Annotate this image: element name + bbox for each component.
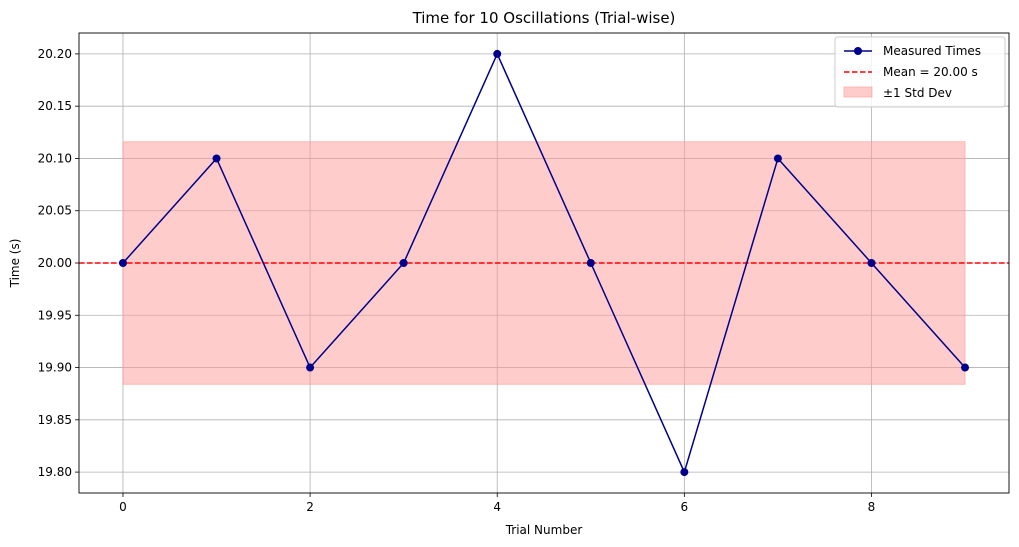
x-tick-label: 2 xyxy=(306,500,314,514)
x-tick-label: 6 xyxy=(681,500,689,514)
x-axis-label: Trial Number xyxy=(505,523,583,537)
series-line-measured-times xyxy=(122,52,966,475)
x-tick-label: 8 xyxy=(868,500,876,514)
legend-marker-measured-times xyxy=(854,47,862,55)
x-tick-label: 0 xyxy=(119,500,127,514)
data-point xyxy=(867,259,876,267)
y-tick-label: 19.95 xyxy=(38,308,72,322)
y-tick-label: 19.90 xyxy=(38,361,72,375)
data-point xyxy=(212,154,221,163)
legend-label-measured-times: Measured Times xyxy=(883,44,981,58)
legend: Measured Times Mean = 20.00 s ±1 Std Dev xyxy=(834,36,1006,108)
y-tick-label: 20.10 xyxy=(38,151,72,165)
y-axis-label: Time (s) xyxy=(8,239,22,289)
y-tick-label: 20.05 xyxy=(38,204,72,218)
y-tick-label: 19.85 xyxy=(38,413,72,427)
series-layer xyxy=(118,49,970,477)
y-tick-label: 20.00 xyxy=(38,256,72,270)
x-tick-label: 4 xyxy=(493,500,501,514)
legend-box xyxy=(834,36,1006,108)
legend-swatch-std-band xyxy=(843,86,873,98)
data-point xyxy=(399,259,408,267)
data-point xyxy=(586,259,595,267)
y-tick-label: 20.20 xyxy=(38,47,72,61)
data-point xyxy=(961,363,970,372)
data-point xyxy=(680,468,689,477)
data-point xyxy=(118,259,127,267)
ticks: 0 2 4 6 8 19.80 19.85 19.90 19.95 20.00 20.05 20.10… xyxy=(38,47,876,514)
chart-title: Time for 10 Oscillations (Trial-wise) xyxy=(412,9,676,27)
data-point xyxy=(773,154,782,163)
legend-label-mean: Mean = 20.00 s xyxy=(883,65,978,79)
y-tick-label: 20.15 xyxy=(38,99,72,113)
y-tick-label: 19.80 xyxy=(38,465,72,479)
data-point xyxy=(306,363,315,372)
legend-label-std-band: ±1 Std Dev xyxy=(883,86,952,100)
data-point xyxy=(493,49,502,58)
